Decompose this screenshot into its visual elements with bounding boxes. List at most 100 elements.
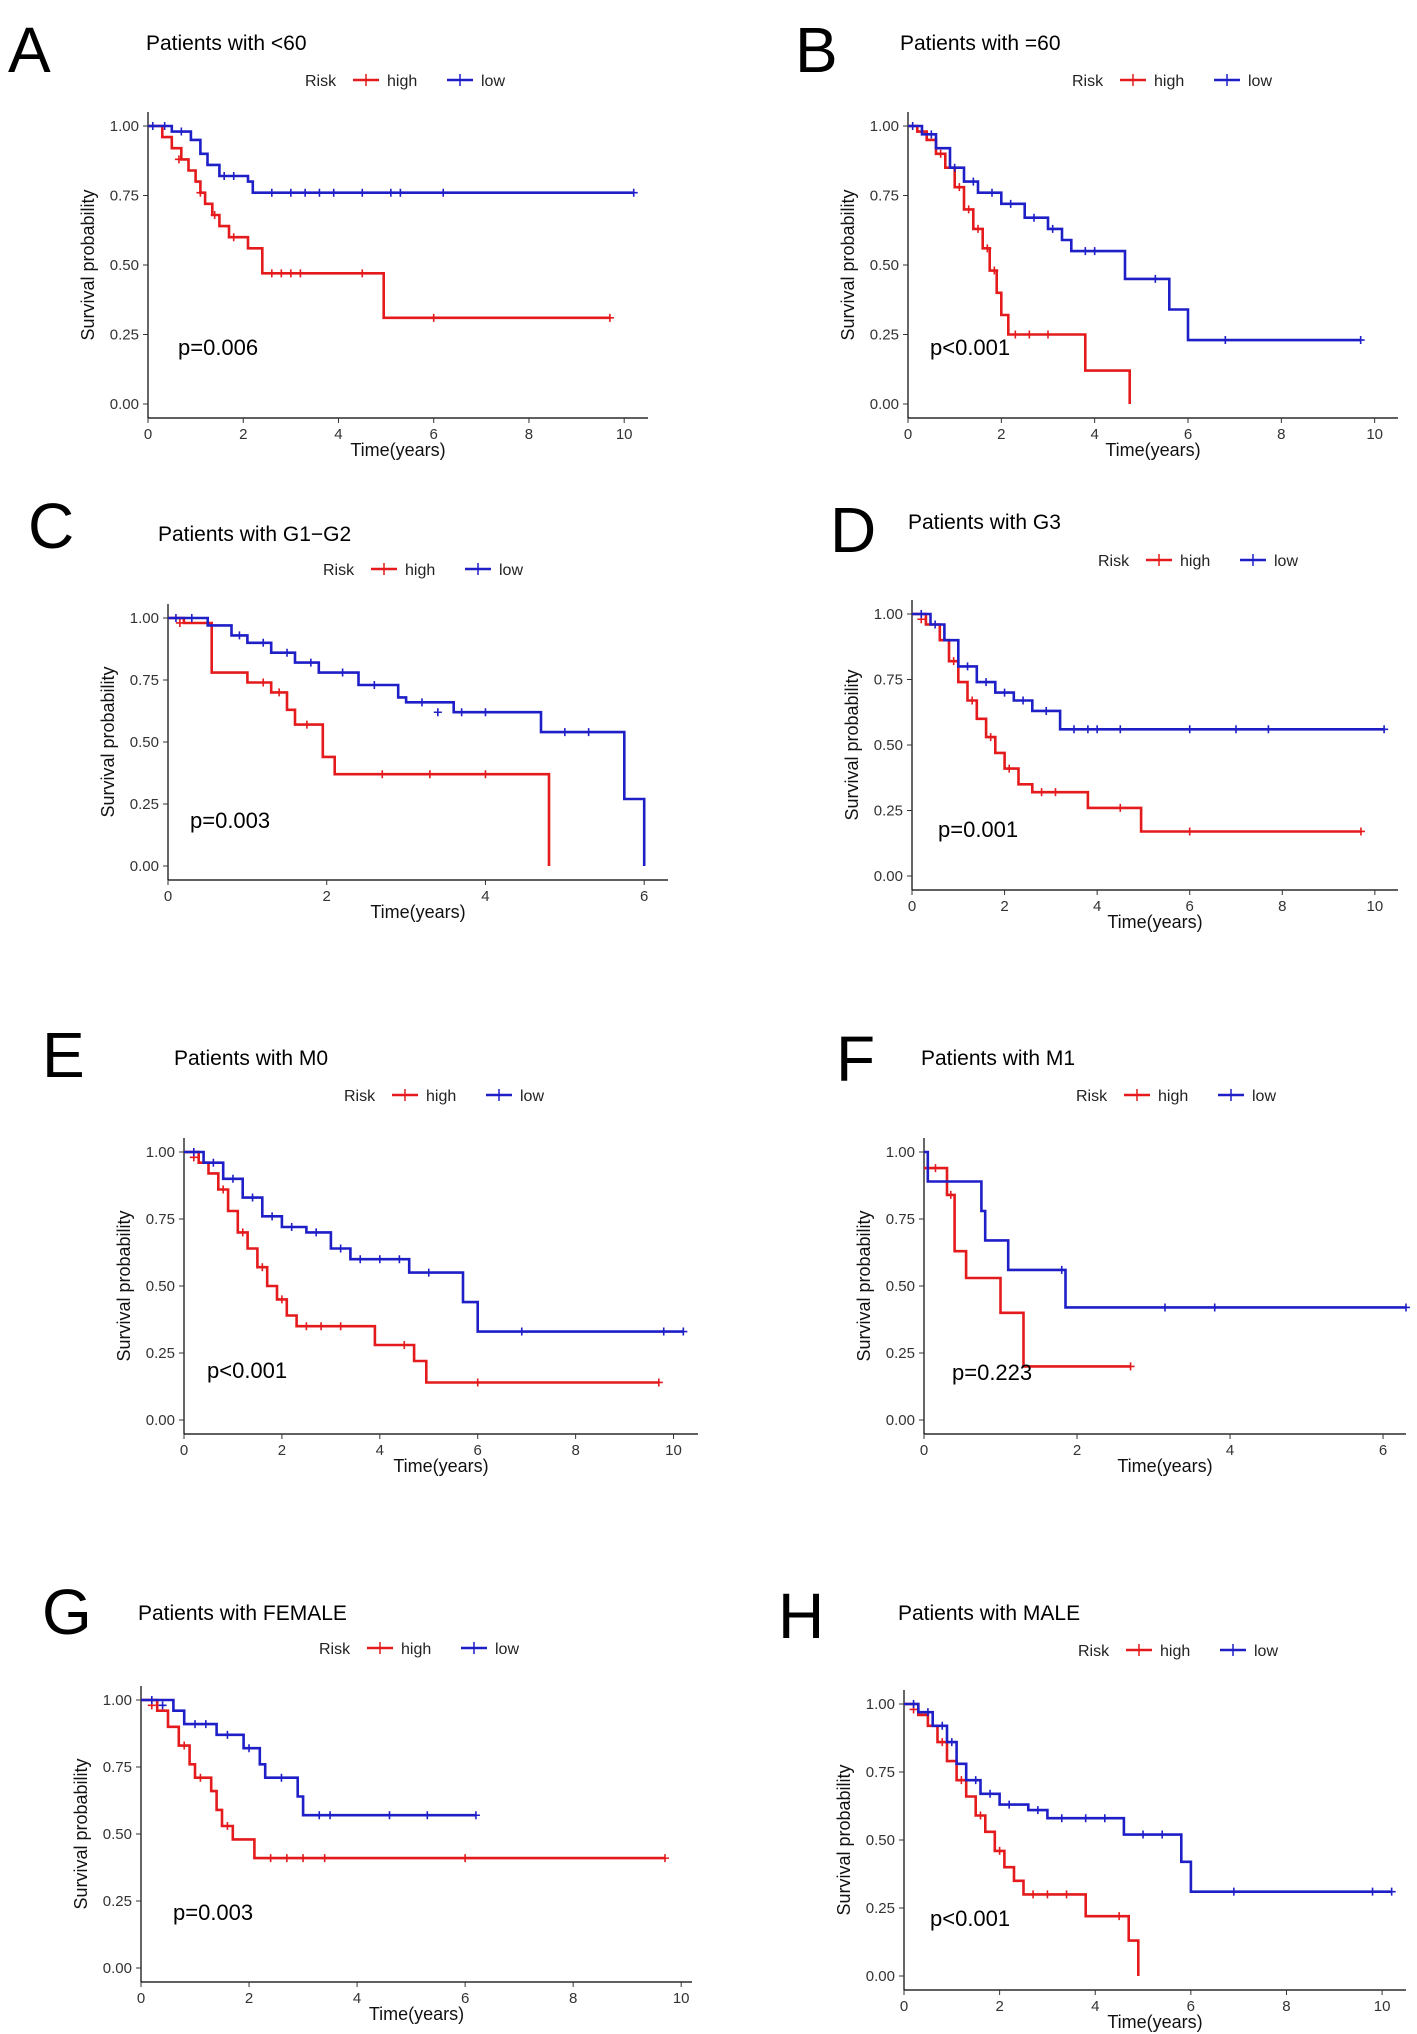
p-value-label: p<0.001 bbox=[930, 335, 1010, 360]
censor-mark-high bbox=[336, 1322, 345, 1331]
censor-mark-high bbox=[400, 1340, 409, 1349]
censor-mark-high bbox=[299, 1854, 308, 1863]
km-curve-high bbox=[924, 1166, 1131, 1368]
censor-mark-high bbox=[259, 678, 268, 687]
censor-mark-low bbox=[424, 1268, 433, 1277]
censor-mark-high bbox=[949, 657, 958, 666]
censor-mark-low bbox=[1221, 336, 1230, 345]
censor-mark-high bbox=[986, 733, 995, 742]
legend-title: Risk bbox=[1072, 73, 1104, 90]
p-value-label: p<0.001 bbox=[930, 1906, 1010, 1931]
y-tick-label: 0.25 bbox=[146, 1345, 175, 1362]
p-value-label: p=0.003 bbox=[173, 1900, 253, 1925]
censor-mark-low bbox=[338, 668, 347, 677]
legend-title: Risk bbox=[319, 1641, 351, 1658]
y-tick-label: 0.25 bbox=[110, 327, 139, 344]
legend-title: Risk bbox=[323, 562, 355, 579]
censor-mark-low bbox=[158, 1701, 167, 1710]
censor-mark-low bbox=[433, 708, 442, 717]
censor-mark-high bbox=[1005, 764, 1014, 773]
censor-mark-high bbox=[196, 1773, 205, 1782]
x-tick-label: 0 bbox=[137, 1990, 145, 2007]
x-tick-label: 0 bbox=[908, 898, 916, 915]
censor-mark-high bbox=[990, 266, 999, 275]
legend: Risk high low bbox=[319, 1641, 519, 1658]
x-tick-label: 0 bbox=[164, 888, 172, 905]
y-tick-label: 0.75 bbox=[130, 672, 159, 689]
km-panel-h: H Patients with MALE Risk high low 0.00 0.25 0.… bbox=[778, 1580, 1406, 2032]
censor-mark-high bbox=[1011, 330, 1020, 339]
y-tick-label: 0.00 bbox=[870, 396, 899, 413]
censor-mark-low bbox=[1081, 247, 1090, 256]
km-curve-low bbox=[912, 612, 1385, 731]
x-tick-label: 4 bbox=[1093, 898, 1101, 915]
censor-mark-high bbox=[983, 244, 992, 253]
legend-title: Risk bbox=[1098, 553, 1130, 570]
censor-mark-low bbox=[326, 1811, 335, 1820]
legend: Risk high low bbox=[1072, 73, 1272, 90]
censor-mark-high bbox=[425, 770, 434, 779]
censor-mark-low bbox=[223, 1730, 232, 1739]
censor-mark-low bbox=[267, 188, 276, 197]
censor-mark-low bbox=[517, 1327, 526, 1336]
y-tick-label: 0.50 bbox=[103, 1826, 132, 1843]
y-tick-label: 1.00 bbox=[886, 1144, 915, 1161]
chart-title: Patients with MALE bbox=[898, 1602, 1080, 1625]
legend: Risk high low bbox=[1098, 553, 1298, 570]
y-axis-title: Survival probability bbox=[78, 189, 98, 340]
censor-mark-low bbox=[1019, 696, 1028, 705]
y-tick-label: 0.00 bbox=[866, 1968, 895, 1985]
km-curve-high bbox=[904, 1702, 1140, 1976]
legend-label-high: high bbox=[405, 562, 435, 579]
censor-mark-high bbox=[605, 313, 614, 322]
x-tick-label: 2 bbox=[1000, 898, 1008, 915]
x-tick-label: 6 bbox=[640, 888, 648, 905]
y-axis-title: Survival probability bbox=[834, 1764, 854, 1915]
y-tick-label: 0.00 bbox=[874, 868, 903, 885]
censor-mark-low bbox=[1042, 706, 1051, 715]
legend: Risk high low bbox=[323, 562, 523, 579]
km-curve-high bbox=[908, 124, 1131, 404]
censor-mark-high bbox=[1062, 1890, 1071, 1899]
censor-mark-low bbox=[306, 658, 315, 667]
y-tick-label: 0.75 bbox=[874, 672, 903, 689]
y-tick-label: 0.25 bbox=[874, 803, 903, 820]
x-axis-title: Time(years) bbox=[1105, 440, 1200, 460]
censor-mark-low bbox=[248, 1193, 257, 1202]
censor-mark-high bbox=[267, 269, 276, 278]
x-axis-title: Time(years) bbox=[1107, 2012, 1202, 2032]
panel-letter: G bbox=[42, 1576, 92, 1648]
censor-mark-low bbox=[1356, 336, 1365, 345]
x-tick-label: 8 bbox=[571, 1442, 579, 1459]
x-tick-label: 10 bbox=[616, 426, 633, 443]
legend-label-low: low bbox=[1274, 553, 1298, 570]
legend: Risk high low bbox=[344, 1088, 544, 1105]
censor-mark-low bbox=[160, 122, 169, 130]
legend-label-high: high bbox=[387, 73, 417, 90]
chart-title: Patients with FEMALE bbox=[138, 1602, 347, 1625]
censor-mark-low bbox=[1006, 199, 1015, 208]
censor-mark-low bbox=[201, 1720, 210, 1729]
censor-mark-high bbox=[1185, 827, 1194, 836]
panel-letter: F bbox=[836, 1023, 875, 1095]
censor-mark-high bbox=[1356, 827, 1365, 836]
censor-mark-high bbox=[317, 1322, 326, 1331]
y-tick-label: 1.00 bbox=[110, 118, 139, 135]
censor-mark-low bbox=[1139, 1830, 1148, 1839]
censor-mark-low bbox=[189, 1148, 198, 1156]
censor-mark-low bbox=[908, 122, 917, 130]
km-curve-low bbox=[924, 1150, 1406, 1309]
censor-mark-high bbox=[957, 1776, 966, 1785]
censor-mark-high bbox=[286, 269, 295, 278]
y-tick-label: 1.00 bbox=[870, 118, 899, 135]
censor-mark-low bbox=[315, 188, 324, 197]
y-tick-label: 0.00 bbox=[886, 1412, 915, 1429]
x-tick-label: 8 bbox=[569, 1990, 577, 2007]
censor-mark-low bbox=[1081, 1814, 1090, 1823]
censor-mark-low bbox=[370, 680, 379, 689]
censor-mark-low bbox=[358, 188, 367, 197]
censor-mark-low bbox=[191, 1720, 200, 1729]
censor-mark-high bbox=[461, 1854, 470, 1863]
legend-label-low: low bbox=[1254, 1643, 1278, 1660]
censor-mark-low bbox=[439, 188, 448, 197]
